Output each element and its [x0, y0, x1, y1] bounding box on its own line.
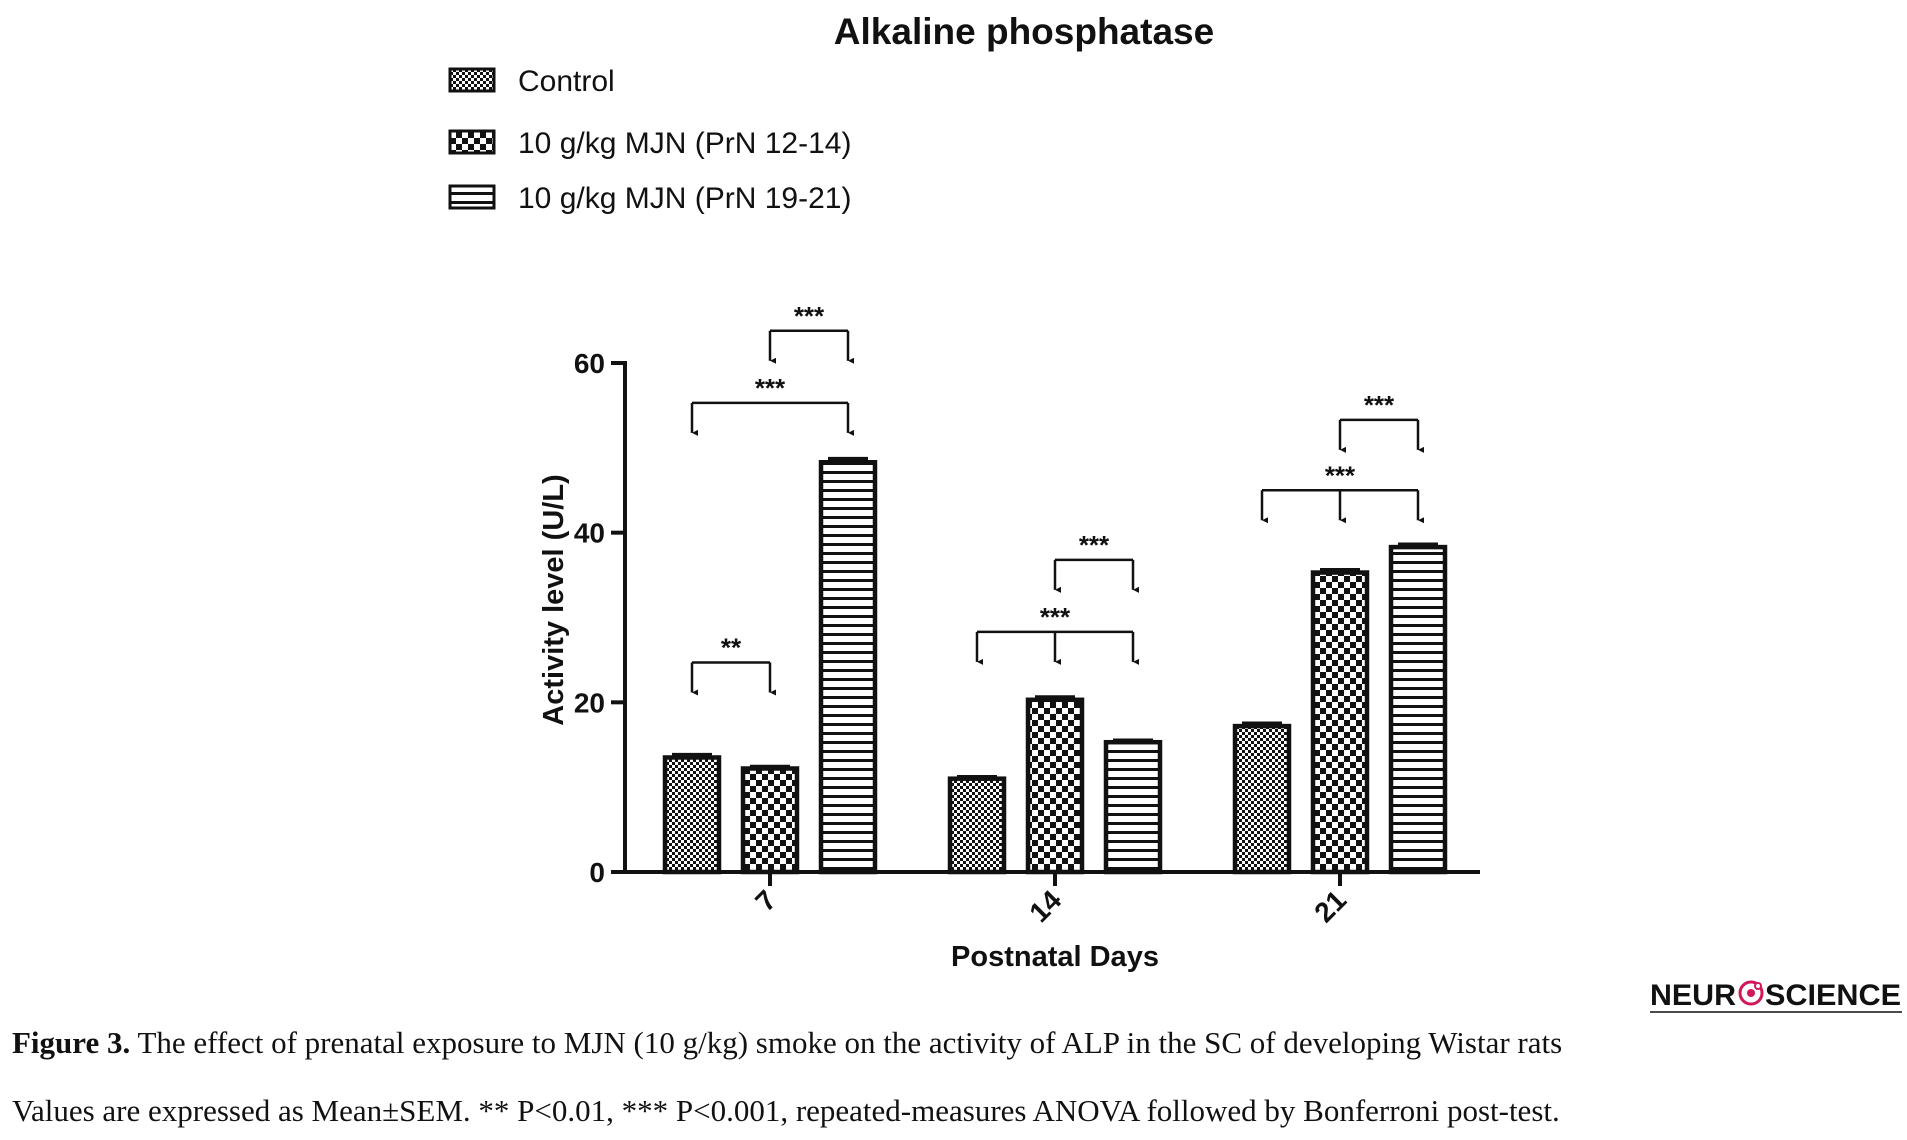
x-tick-label: 7	[749, 884, 782, 917]
significance-bracket: ***	[1053, 530, 1139, 593]
y-axis-label: Activity level (U/L)	[538, 474, 570, 725]
figure-caption: Figure 3. The effect of prenatal exposur…	[12, 1025, 1562, 1061]
figure-label: Figure 3.	[12, 1025, 131, 1060]
figure-caption-text: The effect of prenatal exposure to MJN (…	[130, 1025, 1563, 1060]
significance-label: ***	[794, 301, 825, 331]
bar	[947, 776, 1007, 875]
figure-caption-note: Values are expressed as Mean±SEM. ** P<0…	[12, 1093, 1560, 1128]
y-tick-label: 20	[574, 687, 605, 718]
significance-label: ***	[1079, 530, 1110, 560]
significance-label: ***	[755, 373, 786, 403]
significance-label: ***	[1325, 460, 1356, 490]
y-tick-label: 0	[589, 857, 605, 888]
bars	[662, 460, 1448, 875]
significance-bracket: ***	[690, 373, 854, 436]
bar	[1310, 570, 1370, 875]
chart-title: Alkaline phosphatase	[834, 11, 1214, 52]
bar	[740, 766, 800, 875]
bar	[1388, 544, 1448, 875]
legend-swatch-coarse-checker	[448, 129, 496, 155]
error-bars	[672, 456, 1438, 779]
significance-label: ***	[1364, 390, 1395, 420]
legend-entry: 10 g/kg MJN (PrN 12-14)	[518, 127, 851, 160]
y-tick-label: 40	[574, 518, 605, 549]
logo-text-right: SCIENCE	[1765, 979, 1901, 1012]
logo-text-left: NEUR	[1650, 979, 1736, 1012]
significance-label: ***	[1040, 602, 1071, 632]
significance-bracket: ***	[975, 602, 1139, 665]
legend-swatch-horizontal-stripes	[448, 184, 496, 210]
bar	[1103, 739, 1163, 875]
significance-annotations: ********************	[690, 301, 1424, 696]
bar	[1232, 723, 1292, 875]
significance-bracket: ***	[1260, 460, 1424, 524]
bar	[818, 460, 878, 875]
logo-emblem-icon	[1738, 980, 1764, 1006]
chart: Alkaline phosphatase Control 10 g/kg MJN …	[448, 11, 1480, 973]
significance-bracket: **	[690, 632, 776, 696]
y-tick-label: 60	[574, 348, 605, 379]
x-axis-label: Postnatal Days	[951, 941, 1159, 973]
significance-bracket: ***	[768, 301, 854, 364]
bar	[1025, 697, 1085, 875]
legend-entry: Control	[518, 65, 615, 98]
legend-swatch-fine-checker	[448, 67, 496, 93]
significance-bracket: ***	[1338, 390, 1424, 453]
legend-entry: 10 g/kg MJN (PrN 19-21)	[518, 182, 851, 215]
x-tick-label: 21	[1308, 884, 1352, 928]
x-tick-label: 14	[1023, 884, 1067, 928]
legend: Control 10 g/kg MJN (PrN 12-14) 10 g/kg MJ…	[448, 65, 851, 215]
significance-label: **	[721, 632, 742, 662]
journal-logo: NEUR SCIENCE	[1650, 979, 1902, 1013]
bar	[662, 755, 722, 875]
